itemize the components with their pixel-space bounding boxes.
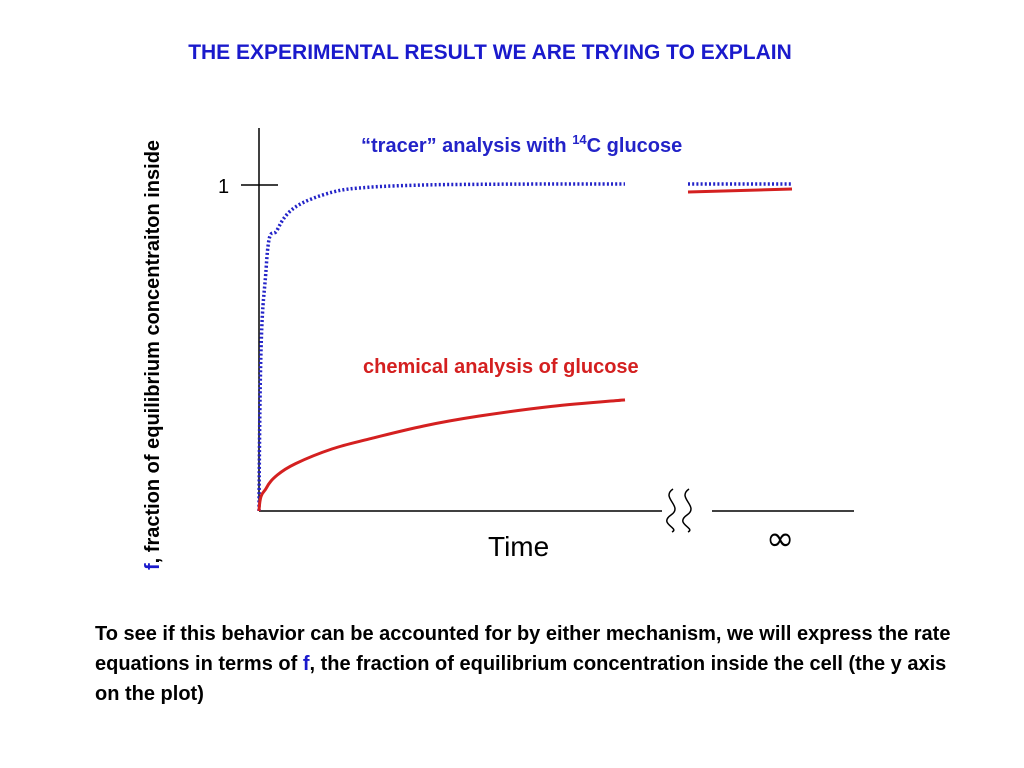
- explanation-part2: , the fraction of equilibrium concentrat…: [95, 653, 947, 705]
- x-infinity-label: ∞: [766, 519, 794, 559]
- tracer-annotation: “tracer” analysis with 14C glucose: [361, 132, 682, 157]
- explanation-text: To see if this behavior can be accounted…: [95, 619, 975, 709]
- explanation-f: f: [302, 653, 310, 675]
- y-tick-label-1: 1: [218, 176, 229, 198]
- tracer-annotation-superscript: 14: [572, 132, 587, 147]
- x-axis-label: Time: [488, 531, 549, 562]
- tracer-series-line: [257, 182, 626, 512]
- chemical-series-infinity: [687, 187, 793, 194]
- tracer-annotation-text-end: C glucose: [587, 135, 683, 157]
- chemical-series-line: [257, 398, 626, 512]
- explanation-part1: To see if this behavior can be accounted…: [95, 623, 951, 675]
- axis-break-mark-right: [682, 488, 692, 533]
- axis-break-mark-left: [666, 488, 676, 533]
- chemical-annotation: chemical analysis of glucose: [363, 356, 639, 378]
- tracer-annotation-text: “tracer” analysis with: [361, 135, 572, 157]
- slide-title: THE EXPERIMENTAL RESULT WE ARE TRYING TO…: [188, 41, 792, 64]
